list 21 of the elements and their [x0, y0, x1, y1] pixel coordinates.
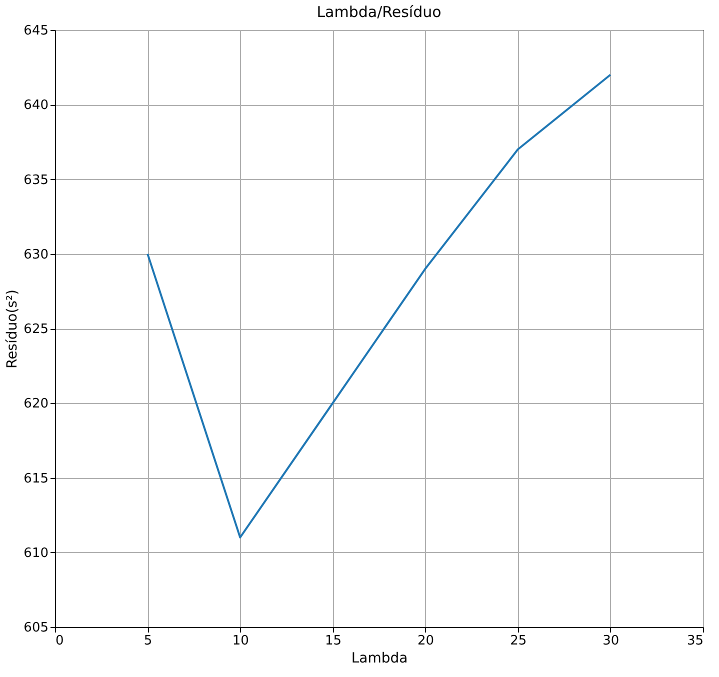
x-tick-label: 15: [324, 634, 342, 648]
y-tick-label: 610: [24, 546, 48, 561]
y-tick-label: 645: [24, 24, 48, 38]
y-axis-title: Resíduo(s²): [4, 289, 21, 369]
y-tick-label: 630: [24, 247, 48, 262]
line-series: [146, 74, 612, 538]
y-tick-label: 625: [24, 322, 48, 337]
x-tick-label: 35: [686, 634, 704, 648]
x-tick-label: 30: [602, 634, 620, 648]
x-tick-label: 20: [418, 634, 434, 648]
y-tick-label: 615: [24, 471, 48, 486]
x-axis-title: Lambda: [351, 650, 408, 666]
x-tick-label: 25: [510, 634, 527, 648]
y-tick-label: 605: [24, 620, 48, 636]
chart-title: Lambda/Resíduo: [316, 3, 442, 21]
y-tick-label: 620: [24, 396, 48, 412]
x-tick-label: 5: [144, 634, 152, 648]
x-tick-label: 10: [232, 634, 249, 648]
y-tick-label: 635: [24, 172, 48, 188]
x-tick-label: 0: [56, 634, 64, 648]
y-tick-label: 640: [24, 98, 48, 114]
